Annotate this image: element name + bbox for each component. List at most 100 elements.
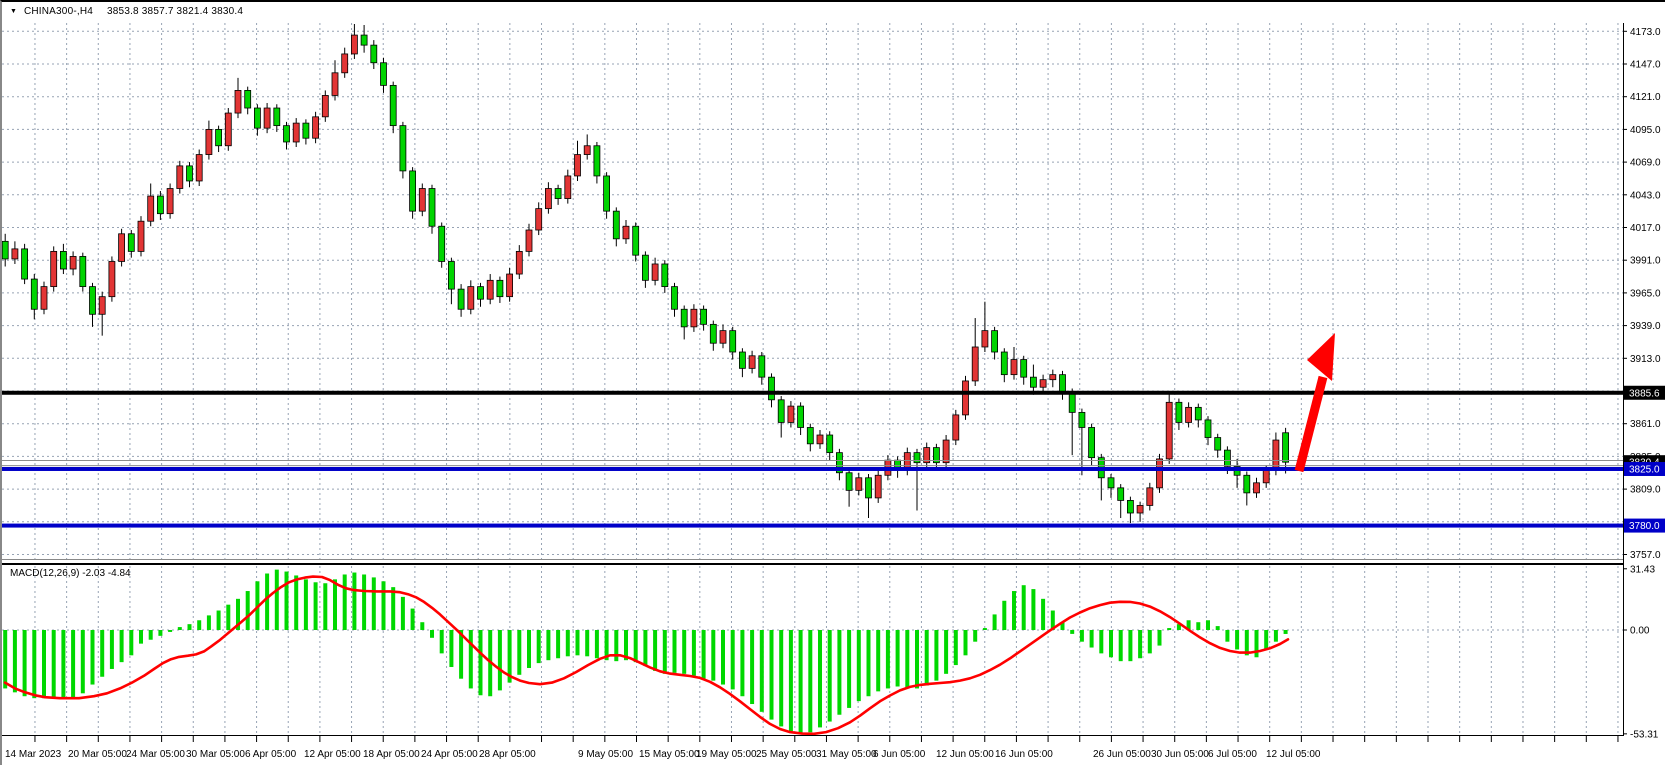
candle-body bbox=[156, 195, 164, 215]
candle-body bbox=[263, 107, 271, 129]
candle-body bbox=[176, 165, 184, 189]
candle-body bbox=[535, 208, 543, 231]
macd-bar bbox=[1176, 624, 1181, 630]
candle-body bbox=[98, 296, 106, 315]
macd-bar bbox=[294, 575, 299, 630]
grid-layer bbox=[2, 23, 1623, 735]
candle-body bbox=[554, 188, 562, 199]
macd-bar bbox=[274, 569, 279, 630]
time-axis-label: 12 Jun 05:00 bbox=[936, 749, 994, 760]
macd-bar bbox=[982, 628, 987, 630]
candle-body bbox=[1000, 351, 1008, 376]
macd-bar bbox=[876, 630, 881, 692]
time-axis-label: 24 Mar 05:00 bbox=[126, 749, 185, 760]
time-axis-label: 9 May 05:00 bbox=[578, 749, 633, 760]
trend-arrow-shaft[interactable] bbox=[1294, 375, 1328, 473]
candle-body bbox=[30, 278, 38, 310]
time-axis-label: 19 May 05:00 bbox=[696, 749, 757, 760]
candle-body bbox=[302, 122, 310, 139]
macd-indicator-label: MACD(12,26,9) -2.03 -4.84 bbox=[10, 568, 131, 579]
candle-body bbox=[962, 380, 969, 416]
candle-body bbox=[50, 250, 58, 288]
macd-bar bbox=[604, 630, 609, 661]
macd-bar bbox=[439, 630, 444, 654]
macd-bar bbox=[536, 630, 541, 664]
macd-bar bbox=[177, 627, 182, 630]
candle-body bbox=[447, 261, 455, 290]
macd-bar bbox=[245, 591, 250, 630]
macd-bar bbox=[303, 579, 308, 630]
symbol-period-label: CHINA300-,H4 bbox=[23, 6, 94, 17]
candle-body bbox=[632, 225, 640, 256]
macd-bar bbox=[1196, 622, 1201, 630]
candle-body bbox=[680, 308, 688, 328]
blue-horizontal-line[interactable] bbox=[2, 466, 1623, 471]
candle-body bbox=[360, 34, 368, 46]
macd-bar bbox=[905, 630, 910, 688]
macd-bar bbox=[1157, 630, 1162, 646]
macd-bar bbox=[168, 630, 173, 632]
candle-body bbox=[1136, 505, 1144, 514]
macd-bar bbox=[711, 630, 716, 681]
candle-body bbox=[486, 279, 494, 300]
candle-body bbox=[234, 90, 242, 114]
candle-body bbox=[729, 330, 737, 353]
macd-bar bbox=[1031, 589, 1036, 630]
candle-body bbox=[127, 233, 135, 252]
lines-layer bbox=[2, 390, 1665, 736]
candle-body bbox=[739, 351, 746, 369]
macd-bar bbox=[556, 630, 561, 659]
trend-arrow-head[interactable] bbox=[1307, 333, 1335, 381]
macd-bar bbox=[216, 610, 221, 630]
blue-horizontal-line[interactable] bbox=[2, 523, 1623, 528]
macd-bar bbox=[750, 630, 755, 705]
candle-body bbox=[1262, 469, 1270, 484]
macd-bar bbox=[352, 572, 357, 630]
candle-body bbox=[399, 125, 407, 172]
macd-bar bbox=[1244, 630, 1249, 656]
candle-body bbox=[709, 323, 717, 344]
macd-bar bbox=[779, 630, 784, 727]
macd-bar bbox=[468, 630, 473, 689]
macd-bar bbox=[1012, 591, 1016, 630]
candle-body bbox=[1068, 391, 1076, 413]
macd-layer bbox=[3, 569, 1290, 736]
price-tick-label: 3809.0 bbox=[1630, 485, 1661, 496]
macd-bar bbox=[788, 630, 793, 732]
macd-bar bbox=[100, 630, 105, 677]
candle-body bbox=[806, 427, 814, 445]
candle-body bbox=[525, 229, 533, 252]
macd-bar bbox=[1215, 626, 1220, 630]
macd-bar bbox=[653, 630, 658, 671]
macd-bar bbox=[1283, 630, 1288, 634]
time-axis-label: 25 May 05:00 bbox=[756, 749, 817, 760]
time-axis-label: 30 Mar 05:00 bbox=[186, 749, 245, 760]
macd-bar bbox=[497, 630, 502, 691]
macd-bar bbox=[1186, 620, 1191, 630]
candle-body bbox=[787, 405, 795, 423]
time-axis-label: 15 May 05:00 bbox=[639, 749, 700, 760]
macd-bar bbox=[847, 630, 852, 708]
time-axis-label: 20 Mar 05:00 bbox=[68, 749, 127, 760]
macd-bar bbox=[1079, 630, 1084, 642]
macd-bar bbox=[1254, 630, 1259, 658]
black-horizontal-line[interactable] bbox=[2, 390, 1623, 395]
macd-bar bbox=[313, 582, 318, 630]
candle-body bbox=[1282, 432, 1289, 463]
macd-bar bbox=[691, 630, 696, 676]
price-tick-label: 3991.0 bbox=[1630, 256, 1661, 267]
macd-bar bbox=[624, 630, 628, 661]
macd-bar bbox=[265, 573, 270, 630]
candle-body bbox=[331, 72, 339, 96]
macd-bar bbox=[517, 630, 522, 675]
candle-body bbox=[583, 145, 591, 155]
symbol-dropdown-icon[interactable]: ▼ bbox=[10, 8, 17, 15]
time-axis-label: 12 Jul 05:00 bbox=[1266, 749, 1321, 760]
macd-bar bbox=[1109, 630, 1113, 658]
macd-bar bbox=[12, 630, 17, 693]
candle-layer bbox=[2, 24, 1289, 524]
candle-body bbox=[283, 125, 290, 143]
macd-tick-label: -53.31 bbox=[1630, 729, 1659, 740]
